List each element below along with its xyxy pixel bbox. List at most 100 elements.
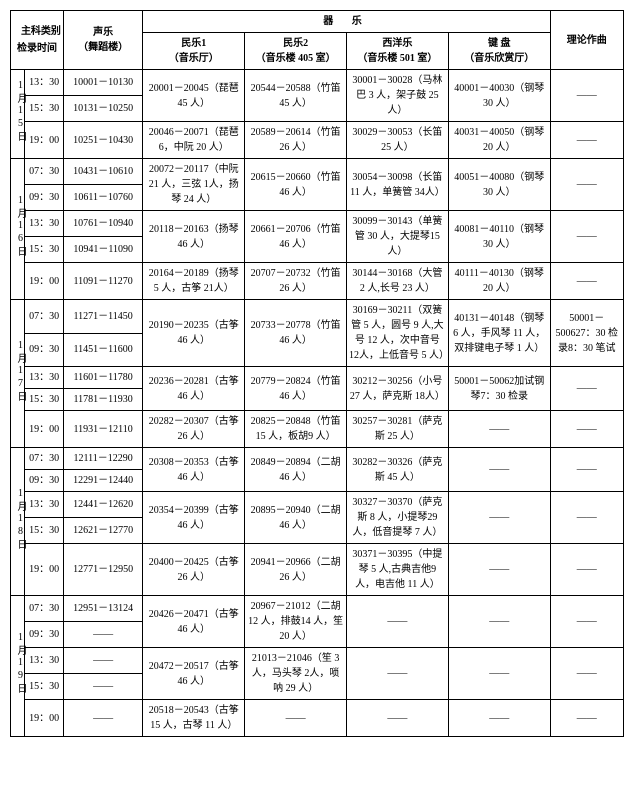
minyue2-cell: 20895－20940（二胡 46 人） bbox=[245, 492, 347, 544]
minyue2-cell: 21013－21046（笙 3 人，马头琴 2人，唢呐 29 人） bbox=[245, 648, 347, 700]
vocal-cell: —— bbox=[63, 700, 142, 737]
theory-cell: —— bbox=[550, 700, 623, 737]
vocal-cell: 11781－11930 bbox=[63, 389, 142, 411]
keyboard-cell: —— bbox=[448, 492, 550, 544]
vocal-cell: 10131－10250 bbox=[63, 96, 142, 122]
western-cell: 30212－30256（小号 27 人，萨克斯 18人） bbox=[346, 367, 448, 411]
schedule-table: 主科类别 检录时间 声乐 （舞蹈楼） 器 乐 理论作曲 民乐1（音乐厅） 民乐2… bbox=[10, 10, 624, 737]
minyue1-cell: 20282－20307（古筝 26 人） bbox=[143, 411, 245, 448]
minyue2-cell: 20661－20706（竹笛 46 人） bbox=[245, 211, 347, 263]
western-cell: 30099－30143（单簧管 30 人，大提琴15 人） bbox=[346, 211, 448, 263]
vocal-cell: —— bbox=[63, 674, 142, 700]
header-instrumental: 器 乐 bbox=[143, 11, 550, 33]
theory-cell: —— bbox=[550, 648, 623, 700]
western-cell: 30327－30370（萨克斯 8 人，小提琴29 人，低音提琴 7 人） bbox=[346, 492, 448, 544]
time-cell: 19：00 bbox=[25, 544, 64, 596]
vocal-cell: 12441－12620 bbox=[63, 492, 142, 518]
keyboard-cell: 40051－40080（钢琴 30 人） bbox=[448, 159, 550, 211]
minyue1-cell: 20164－20189（扬琴 5 人，古筝 21人） bbox=[143, 263, 245, 300]
keyboard-cell: 50001－50062加试钢琴7：30 检录 bbox=[448, 367, 550, 411]
western-cell: —— bbox=[346, 700, 448, 737]
time-cell: 13：30 bbox=[25, 367, 64, 389]
keyboard-cell: 40131－40148（钢琴 6 人，手风琴 11 人，双排键电子琴 1 人） bbox=[448, 300, 550, 367]
date-19: 1月19日 bbox=[11, 596, 25, 737]
keyboard-cell: 40001－40030（钢琴 30 人） bbox=[448, 70, 550, 122]
theory-cell: —— bbox=[550, 122, 623, 159]
theory-cell: —— bbox=[550, 492, 623, 544]
minyue2-cell: 20941－20966（二胡 26 人） bbox=[245, 544, 347, 596]
time-cell: 15：30 bbox=[25, 389, 64, 411]
date-18: 1月18日 bbox=[11, 448, 25, 596]
keyboard-cell: 40031－40050（钢琴 20 人） bbox=[448, 122, 550, 159]
vocal-cell: 12771－12950 bbox=[63, 544, 142, 596]
vocal-cell: 12111－12290 bbox=[63, 448, 142, 470]
header-minyue2: 民乐2（音乐楼 405 室） bbox=[245, 33, 347, 70]
minyue2-cell: 20779－20824（竹笛 46 人） bbox=[245, 367, 347, 411]
keyboard-cell: —— bbox=[448, 648, 550, 700]
theory-cell: —— bbox=[550, 448, 623, 492]
header-western: 西洋乐（音乐楼 501 室） bbox=[346, 33, 448, 70]
keyboard-cell: —— bbox=[448, 700, 550, 737]
time-cell: 15：30 bbox=[25, 237, 64, 263]
minyue2-cell: 20589－20614（竹笛 26 人） bbox=[245, 122, 347, 159]
time-cell: 09：30 bbox=[25, 185, 64, 211]
theory-cell: —— bbox=[550, 596, 623, 648]
minyue1-cell: 20472－20517（古筝 46 人） bbox=[143, 648, 245, 700]
date-15: 1月15日 bbox=[11, 70, 25, 159]
theory-cell: —— bbox=[550, 411, 623, 448]
vocal-cell: 12291－12440 bbox=[63, 470, 142, 492]
vocal-cell: 10611－10760 bbox=[63, 185, 142, 211]
minyue2-cell: —— bbox=[245, 700, 347, 737]
minyue2-cell: 20825－20848（竹笛 15 人，板胡9 人） bbox=[245, 411, 347, 448]
vocal-cell: 11091－11270 bbox=[63, 263, 142, 300]
minyue1-cell: 20308－20353（古筝 46 人） bbox=[143, 448, 245, 492]
theory-cell: —— bbox=[550, 211, 623, 263]
western-cell: 30001－30028（马林巴 3 人，架子鼓 25 人） bbox=[346, 70, 448, 122]
vocal-cell: 11931－12110 bbox=[63, 411, 142, 448]
minyue2-cell: 20733－20778（竹笛 46 人） bbox=[245, 300, 347, 367]
time-cell: 07：30 bbox=[25, 448, 64, 470]
time-cell: 09：30 bbox=[25, 470, 64, 492]
minyue2-cell: 20967－21012（二胡 12 人，排鼓14 人，笙 20 人） bbox=[245, 596, 347, 648]
minyue2-cell: 20849－20894（二胡 46 人） bbox=[245, 448, 347, 492]
vocal-cell: 10431－10610 bbox=[63, 159, 142, 185]
vocal-cell: 11601－11780 bbox=[63, 367, 142, 389]
western-cell: 30371－30395（中提琴 5 人,古典吉他9 人，电吉他 11 人） bbox=[346, 544, 448, 596]
time-cell: 15：30 bbox=[25, 674, 64, 700]
minyue1-cell: 20190－20235（古筝 46 人） bbox=[143, 300, 245, 367]
time-cell: 19：00 bbox=[25, 263, 64, 300]
vocal-cell: 12951－13124 bbox=[63, 596, 142, 622]
keyboard-cell: 40111－40130（钢琴 20 人） bbox=[448, 263, 550, 300]
date-16: 1月16日 bbox=[11, 159, 25, 300]
header-keyboard: 键 盘（音乐欣赏厅） bbox=[448, 33, 550, 70]
western-cell: 30144－30168（大管 2 人,长号 23 人） bbox=[346, 263, 448, 300]
vocal-cell: —— bbox=[63, 648, 142, 674]
minyue1-cell: 20001－20045（琵琶 45 人） bbox=[143, 70, 245, 122]
header-theory: 理论作曲 bbox=[550, 11, 623, 70]
minyue2-cell: 20544－20588（竹笛 45 人） bbox=[245, 70, 347, 122]
minyue2-cell: 20707－20732（竹笛 26 人） bbox=[245, 263, 347, 300]
keyboard-cell: —— bbox=[448, 448, 550, 492]
time-cell: 19：00 bbox=[25, 411, 64, 448]
vocal-cell: 10251－10430 bbox=[63, 122, 142, 159]
western-cell: 30029－30053（长笛 25 人） bbox=[346, 122, 448, 159]
vocal-cell: —— bbox=[63, 622, 142, 648]
theory-cell: 50001－500627：30 检录8：30 笔试 bbox=[550, 300, 623, 367]
theory-cell: —— bbox=[550, 263, 623, 300]
vocal-cell: 10941－11090 bbox=[63, 237, 142, 263]
theory-cell: —— bbox=[550, 70, 623, 122]
time-cell: 13：30 bbox=[25, 648, 64, 674]
time-cell: 07：30 bbox=[25, 596, 64, 622]
time-cell: 13：30 bbox=[25, 211, 64, 237]
theory-cell: —— bbox=[550, 544, 623, 596]
time-cell: 19：00 bbox=[25, 122, 64, 159]
vocal-cell: 11451－11600 bbox=[63, 333, 142, 367]
vocal-cell: 10761－10940 bbox=[63, 211, 142, 237]
western-cell: 30257－30281（萨克斯 25 人） bbox=[346, 411, 448, 448]
time-cell: 09：30 bbox=[25, 333, 64, 367]
header-minyue1: 民乐1（音乐厅） bbox=[143, 33, 245, 70]
header-vocal: 声乐 （舞蹈楼） bbox=[63, 11, 142, 70]
minyue1-cell: 20354－20399（古筝 46 人） bbox=[143, 492, 245, 544]
minyue1-cell: 20046－20071（琵琶 6，中阮 20 人） bbox=[143, 122, 245, 159]
date-17: 1月17日 bbox=[11, 300, 25, 448]
